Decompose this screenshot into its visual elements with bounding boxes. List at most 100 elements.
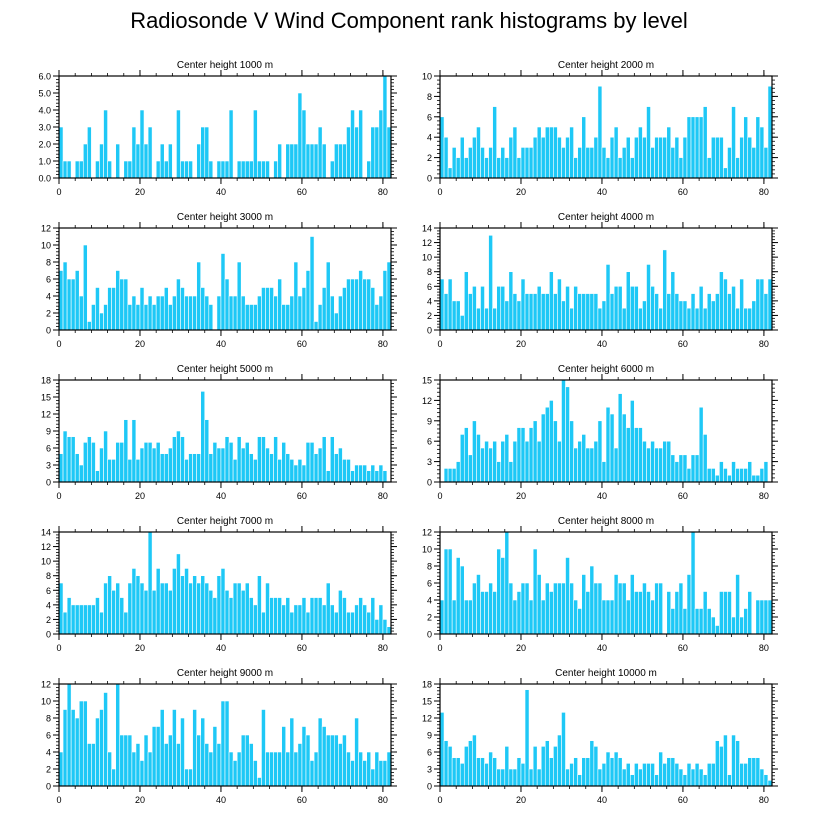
histogram-bar xyxy=(553,582,558,635)
histogram-bar xyxy=(573,285,578,331)
histogram-bar xyxy=(617,393,623,483)
histogram-bar xyxy=(682,774,688,787)
y-tick-label: 2 xyxy=(427,311,432,321)
histogram-bar xyxy=(273,597,278,635)
plot-frame xyxy=(439,227,773,331)
histogram-bar xyxy=(536,285,542,331)
histogram-bar xyxy=(127,304,133,331)
histogram-bar xyxy=(228,442,234,483)
y-tick-label: 2 xyxy=(46,615,51,625)
histogram-bar xyxy=(650,147,655,179)
histogram-bar xyxy=(593,440,599,483)
histogram-bar xyxy=(686,574,692,635)
histogram-bar xyxy=(143,442,149,483)
histogram-bar xyxy=(192,453,197,483)
histogram-bar xyxy=(382,270,388,331)
y-tick-label: 6 xyxy=(427,579,432,589)
histogram-bar xyxy=(273,436,278,483)
x-tick-label: 80 xyxy=(759,339,769,349)
histogram-bar xyxy=(670,757,676,787)
x-tick-label: 0 xyxy=(56,795,61,805)
histogram-bar xyxy=(196,734,202,787)
x-tick-label: 60 xyxy=(297,339,307,349)
y-tick-label: 12 xyxy=(422,238,432,248)
histogram-bar xyxy=(62,160,68,179)
y-tick-label: 0 xyxy=(46,326,51,336)
histogram-bar xyxy=(472,420,477,483)
histogram-bar xyxy=(524,293,530,331)
histogram-bar xyxy=(224,700,230,787)
histogram-bar xyxy=(155,726,161,787)
histogram-bar xyxy=(281,726,287,787)
histogram-bar xyxy=(119,597,125,635)
histogram-bar xyxy=(313,751,319,787)
histogram-bar xyxy=(168,589,173,635)
histogram-bar xyxy=(589,565,595,635)
histogram-bar xyxy=(634,591,639,635)
y-tick-label: 3 xyxy=(46,461,51,471)
histogram-bar xyxy=(123,734,129,787)
histogram-bar xyxy=(95,287,100,331)
histogram-bar xyxy=(698,406,704,483)
histogram-bar xyxy=(638,768,643,787)
histogram-bar xyxy=(370,464,376,483)
histogram-bar xyxy=(706,293,712,331)
histogram-bar xyxy=(751,474,757,483)
x-tick-label: 20 xyxy=(516,339,526,349)
histogram-bar xyxy=(682,300,688,331)
histogram-bar xyxy=(354,464,359,483)
histogram-bar xyxy=(119,278,125,331)
histogram-bar xyxy=(115,442,121,483)
histogram-bar xyxy=(366,160,372,179)
histogram-bar xyxy=(248,160,254,179)
histogram-bar xyxy=(569,420,574,483)
histogram-bar xyxy=(313,453,319,483)
histogram-bar xyxy=(224,589,230,635)
histogram-bar xyxy=(706,608,712,635)
histogram-bar xyxy=(642,440,647,483)
histogram-bar xyxy=(621,147,627,179)
histogram-bar xyxy=(710,616,716,635)
histogram-bar xyxy=(176,743,181,787)
histogram-bar xyxy=(439,278,445,331)
histogram-bar xyxy=(710,468,716,483)
histogram-bar xyxy=(536,440,542,483)
histogram-bar xyxy=(269,751,274,787)
histogram-bar xyxy=(662,763,668,787)
histogram-bar xyxy=(476,126,481,179)
histogram-bar xyxy=(759,768,765,787)
histogram-bar xyxy=(589,447,595,483)
histogram-bar xyxy=(232,582,238,635)
histogram-bar xyxy=(544,126,550,179)
histogram-bar xyxy=(135,143,141,179)
histogram-bar xyxy=(666,591,672,635)
histogram-bar xyxy=(532,548,538,635)
histogram-bar xyxy=(609,599,615,635)
y-tick-label: 4.0 xyxy=(38,106,51,116)
x-tick-label: 60 xyxy=(678,491,688,501)
y-tick-label: 3 xyxy=(427,765,432,775)
histogram-bar xyxy=(447,746,453,787)
histogram-bar xyxy=(698,768,704,787)
histogram-bar xyxy=(650,599,655,635)
y-tick-label: 6 xyxy=(427,748,432,758)
histogram-bar xyxy=(735,468,740,483)
histogram-bar xyxy=(374,619,380,635)
histogram-bar xyxy=(532,746,538,787)
histogram-bar xyxy=(74,160,80,179)
histogram-bar xyxy=(358,270,363,331)
histogram-bar xyxy=(723,734,728,787)
histogram-bar xyxy=(58,270,64,331)
histogram-bar xyxy=(629,574,635,635)
y-tick-label: 0 xyxy=(427,174,432,184)
histogram-bar xyxy=(601,147,607,179)
histogram-bar xyxy=(686,116,692,179)
histogram-bar xyxy=(727,293,732,331)
histogram-bar xyxy=(334,611,339,635)
histogram-bar xyxy=(224,160,230,179)
histogram-bar xyxy=(472,285,477,331)
histogram-bar xyxy=(536,126,542,179)
histogram-bar xyxy=(261,611,266,635)
histogram-bar xyxy=(751,757,757,787)
histogram-bar xyxy=(143,143,149,179)
